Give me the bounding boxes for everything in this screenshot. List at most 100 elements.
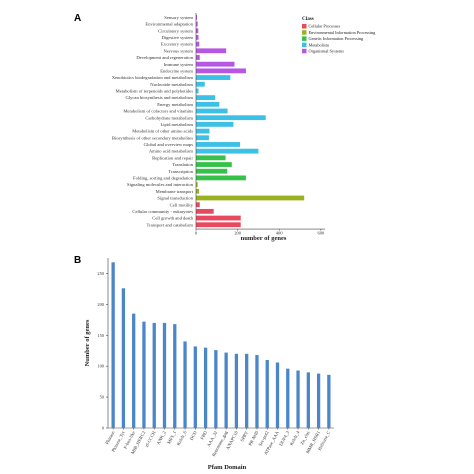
bar [111,262,115,428]
category-label: Circulatory system [158,28,193,33]
category-label: Signal transduction [157,196,193,201]
panel-a-letter: A [74,13,81,24]
category-label: Carbohydrate metabolism [145,115,193,120]
x-tick-label: ANK_2 [156,430,168,446]
category-label: Endocrine system [160,68,193,73]
bar [196,222,241,228]
bar [196,162,232,167]
category-label: Excretory system [161,42,193,47]
bar [316,373,321,428]
category-label: Metabolism of cofactors and vitamins [123,109,193,114]
bar [224,352,228,428]
bar [196,88,199,94]
x-tick-label: Zn_clus [299,430,310,446]
bar [234,353,239,428]
panel-b-letter: B [74,255,81,266]
bar [132,313,136,428]
y-tick-label: 150 [97,333,104,338]
category-label: Lipid metabolism [160,122,193,127]
x-tick-label: Kelch_6 [176,430,188,447]
bar [121,288,126,428]
bar [327,374,331,428]
bar [196,182,198,188]
bar [196,155,226,161]
bar [196,14,198,20]
bar [196,28,199,34]
category-label: Digestive system [161,35,193,40]
category-label: Development and regeneration [136,55,193,60]
category-label: Metabolism of other amino acids [132,129,193,134]
bar [275,362,280,428]
category-label: Cell motility [170,202,194,207]
x-tick-label: 0 [195,231,198,236]
bar [183,341,187,428]
bar [196,175,246,181]
chart-a-horizontal-bar: Sensory system Environmental adaptationCi… [112,13,376,242]
bar [196,121,234,127]
y-tick-label: 250 [97,271,104,276]
legend-swatch [302,24,307,29]
bar [196,188,200,194]
x-tick-label: 200 [234,231,241,236]
legend-title: Class [302,16,314,22]
bar [196,35,199,40]
category-label: Folding, sorting and degradation [133,176,194,182]
bar [265,360,269,428]
x-tick-label: Pkinase [104,430,115,445]
bar [196,115,266,121]
y-tick-label: 200 [97,302,104,307]
category-label: Immune system [164,62,194,67]
bar [203,347,208,428]
bar [196,208,214,214]
x-tick-label: MFS_1 [166,430,177,445]
bar [196,135,209,141]
legend-entry: Organismal Systems [309,49,345,54]
bar [196,168,228,174]
legend-swatch [302,36,307,41]
legend-swatch [302,30,307,35]
category-label: Transport and catabolism [146,222,193,227]
bar [196,21,198,27]
legend-entry: Cellular Processes [309,24,341,29]
category-label: Metabolism of terpenoids and polyketides [116,89,194,94]
category-label: Sensory system [164,15,193,20]
category-label: Nervous system [164,48,194,53]
category-label: Biosynthesis of other secondary metaboli… [112,135,193,140]
x-tick-label: DCD [189,430,198,442]
bar [196,61,235,67]
bar [196,68,246,74]
bar [193,346,197,428]
x-tick-label: 400 [276,231,283,236]
category-label: Transcription [168,169,193,174]
category-label: Replication and repair [152,155,193,160]
bar [152,322,156,428]
bar [196,195,305,201]
category-label: Signaling molecules and interaction [127,182,194,187]
bar [214,350,218,428]
bar [162,322,167,428]
category-label: Nucleotide metabolism [150,82,193,87]
y-tick-label: 0 [102,426,105,431]
bar [196,48,227,54]
bar [196,148,259,154]
x-tick-label: 600 [318,231,325,236]
category-label: Energy metabolism [157,102,193,107]
x-axis-label: number of genes [241,235,287,242]
y-tick-label: 50 [100,395,105,400]
bar [196,81,205,87]
legend-swatch [302,48,307,54]
bar [196,95,216,101]
category-label: Translation [172,162,193,167]
legend-entry: Genetic Information Processing [309,36,365,41]
x-tick-label: FBD [199,430,208,441]
category-label: Membrane transport [156,189,194,194]
category-label: Amino acid metabolism [149,149,194,154]
category-label: Cellular community - eukaryotes [132,209,193,214]
bar [296,370,300,428]
y-axis-label: Number of genes [84,319,91,366]
category-label: Xenobiotics biodegradation and metabolis… [112,75,194,80]
chart-b-vertical-bar: 050100150200250PkinasePkinase_TyrF-box-l… [84,258,334,471]
bar [245,353,249,428]
bar [255,355,259,428]
